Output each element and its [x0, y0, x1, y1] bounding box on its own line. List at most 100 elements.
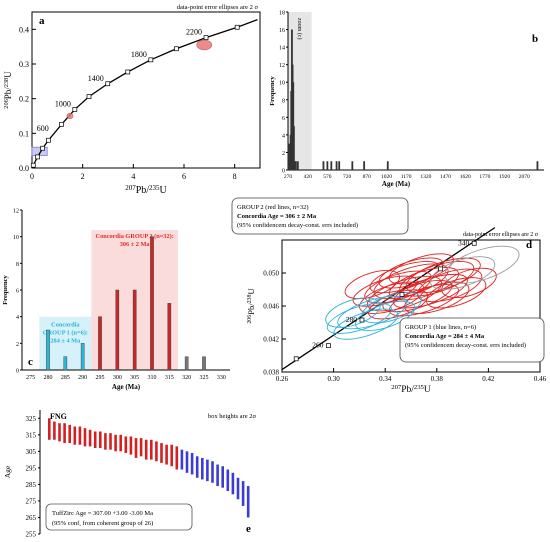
y-tick-label: 16 [279, 28, 285, 34]
age-box [241, 481, 245, 506]
error-ellipse [355, 300, 416, 331]
y-tick-label: 315 [26, 431, 37, 439]
error-ellipse [326, 302, 392, 334]
error-ellipse [352, 275, 418, 307]
chart-e-tuffzirc: 255 265 275 285 295 305 315 325 FNG box heights a… [3, 410, 256, 539]
age-box [226, 469, 230, 492]
y-tick-label: 8 [282, 98, 285, 104]
age-box [78, 426, 82, 445]
hist-bar [293, 126, 295, 170]
panel-label-b: b [532, 33, 538, 45]
x-tick-label: 870 [363, 174, 372, 180]
concordia-marker [35, 154, 40, 160]
age-box [246, 486, 250, 518]
x-tick-label: 275 [26, 375, 35, 381]
panel-label-a: a [39, 15, 45, 27]
panel-label-d: d [526, 239, 532, 251]
age-label: 260 [312, 341, 324, 350]
error-ellipse [388, 253, 454, 285]
age-box [124, 436, 128, 453]
x-tick-label: 270 [284, 174, 293, 180]
error-ellipse [367, 289, 429, 320]
summary-line: TuffZirc Age = 307.00 +3.00 -3.00 Ma [52, 510, 153, 517]
y-tick-label: 2 [16, 342, 19, 348]
hist-bar [184, 356, 189, 371]
note-text: data-point error ellipses are 2 σ [463, 232, 539, 238]
age-box [190, 452, 194, 475]
x-tick-label: 1320 [420, 174, 431, 180]
y-tick-label: 6 [16, 289, 19, 295]
hist-bar [115, 289, 120, 371]
age-label: 340 [458, 238, 470, 247]
concordia-marker [399, 292, 405, 297]
y-tick-label: 0.050 [263, 270, 279, 278]
age-box [68, 424, 71, 444]
y-tick-label: 12 [13, 209, 19, 215]
y-axis-label: 206Pb/238U [246, 288, 256, 323]
x-tick-label: 2070 [519, 174, 530, 180]
age-box [63, 423, 66, 444]
y-tick-label: 14 [279, 46, 285, 52]
hist-bar [98, 316, 102, 371]
x-tick-label: 0 [30, 172, 34, 181]
hist-bar [338, 161, 341, 170]
note-text: data-point error ellipses are 2 σ [177, 4, 259, 11]
y-tick-label: 0.046 [263, 303, 279, 311]
age-box [93, 431, 97, 449]
hist-bar [167, 303, 172, 371]
x-axis-label: Age (Ma) [382, 180, 411, 188]
y-tick-label: 275 [26, 497, 37, 505]
x-tick-label: 1170 [401, 174, 412, 180]
hist-bar [63, 356, 68, 371]
chart-b-histogram: zoom (c) 0 2 4 6 8 10 12 14 16 18 270 420 570 720 870 10… [269, 11, 544, 188]
age-box [175, 446, 179, 470]
y-tick-label: 2 [282, 151, 285, 157]
y-tick-label: 295 [26, 464, 37, 472]
y-axis-label: Frequency [269, 76, 276, 106]
age-box [104, 433, 107, 450]
y-tick-label: 18 [279, 11, 285, 17]
concordia-marker [125, 69, 131, 75]
age-box [211, 461, 214, 483]
y-tick-label: 265 [26, 514, 37, 522]
y-tick-label: 305 [26, 448, 37, 456]
x-tick-label: 1770 [479, 174, 490, 180]
y-tick-label: 10 [279, 81, 285, 87]
age-label: 600 [37, 124, 49, 133]
x-axis-label: Age (Ma) [112, 383, 141, 391]
concordia-marker [59, 121, 64, 127]
concordia-marker [359, 317, 365, 323]
y-axis-label: 206Pb/238U [3, 71, 13, 109]
age-box [206, 459, 209, 482]
concordia-marker [46, 137, 51, 143]
hist-bar [386, 161, 389, 170]
age-box [53, 421, 56, 440]
hist-bar [536, 161, 539, 170]
x-tick-label: 2 [81, 172, 85, 181]
x-tick-label: 0.26 [276, 375, 289, 383]
zoom-label: zoom (c) [296, 18, 303, 40]
group-label: GROUP 1 (n=6): [43, 330, 88, 337]
concordia-marker [293, 356, 299, 362]
error-ellipse [367, 275, 443, 312]
x-axis-label: 207Pb/235U [391, 384, 431, 395]
hist-bar [46, 329, 50, 371]
x-tick-label: 290 [78, 375, 87, 381]
concordia-marker [438, 266, 444, 272]
callout-line: Concordia Age = 284 ± 4 Ma [405, 333, 485, 340]
summary-line: (95% conf, from coherent group of 26) [52, 520, 153, 527]
error-ellipse [196, 39, 213, 51]
age-box [129, 436, 133, 455]
callout-line: (95% confidencem decay-const. errs inclu… [405, 342, 526, 349]
hist-bar [132, 289, 137, 371]
age-box [221, 466, 224, 488]
error-ellipse [344, 270, 400, 300]
age-box [99, 431, 102, 449]
y-tick-label: 6 [282, 116, 285, 122]
group-label: 284 ± 4 Ma [50, 338, 81, 345]
hist-bar [80, 343, 85, 371]
age-box [73, 426, 77, 445]
panel-label-e: e [246, 523, 251, 535]
y-tick-label: 0.042 [263, 336, 279, 344]
